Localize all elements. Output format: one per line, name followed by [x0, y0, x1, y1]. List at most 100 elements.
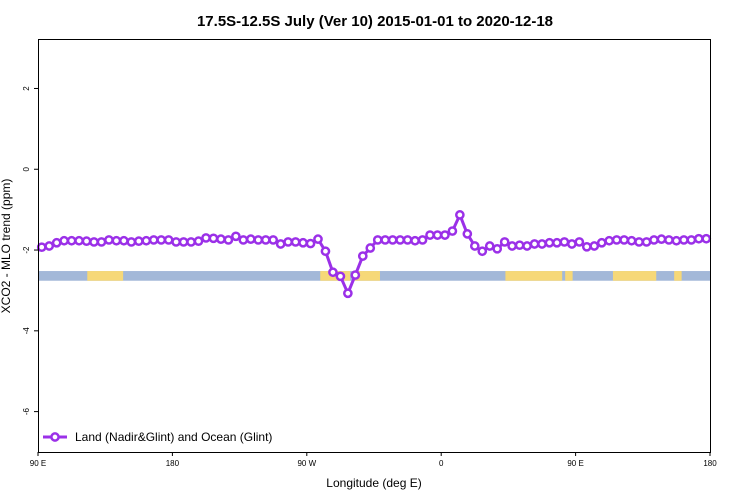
land-span-5: [612, 271, 657, 281]
data-point: [634, 237, 644, 247]
data-point: [619, 235, 629, 245]
x-tick-label: 180: [166, 459, 180, 468]
data-point: [216, 234, 226, 244]
data-point: [701, 233, 712, 244]
data-point: [649, 235, 659, 245]
legend-label: Land (Nadir&Glint) and Ocean (Glint): [75, 430, 272, 444]
data-point: [567, 239, 577, 249]
data-point: [507, 241, 517, 251]
land-span-2: [354, 271, 380, 281]
data-point: [604, 235, 615, 246]
data-point: [402, 235, 413, 245]
data-point: [626, 235, 637, 246]
data-point: [66, 235, 77, 246]
y-tick-label: -2: [22, 246, 31, 254]
data-point: [186, 237, 196, 247]
series-line-0: [41, 213, 707, 295]
data-point: [89, 237, 99, 247]
data-point: [552, 237, 562, 248]
data-point: [395, 235, 405, 245]
data-point: [432, 230, 443, 240]
data-point: [111, 235, 122, 246]
plot-frame: [38, 39, 711, 453]
y-axis-label: XCO2 - MLO trend (ppm): [0, 179, 13, 314]
data-point: [74, 235, 84, 246]
data-point: [328, 267, 338, 278]
data-point: [462, 229, 473, 239]
data-point: [245, 234, 256, 244]
data-point: [208, 233, 219, 244]
data-point: [529, 239, 540, 249]
land-span-6: [674, 271, 682, 281]
data-point: [163, 235, 174, 245]
data-point: [477, 246, 488, 257]
data-point: [96, 237, 107, 247]
x-axis: 90 E 180 90 W 0 90 E 180: [30, 452, 717, 468]
y-axis: 2 0 -2 -4 -6: [22, 86, 38, 415]
data-point: [44, 241, 55, 251]
chart-title: 17.5S-12.5S July (Ver 10) 2015-01-01 to …: [197, 13, 553, 30]
data-series: [36, 210, 712, 299]
data-point: [201, 233, 211, 243]
data-point: [425, 230, 435, 240]
data-point: [656, 234, 667, 244]
data-point: [417, 235, 428, 245]
data-point: [380, 235, 391, 245]
land-span-3: [505, 271, 563, 281]
data-point: [141, 235, 152, 246]
y-tick-label: -6: [22, 408, 31, 416]
data-point: [231, 231, 241, 242]
x-tick-label: 0: [439, 459, 444, 468]
y-tick-label: -4: [22, 327, 31, 335]
data-point: [290, 237, 301, 247]
data-point: [305, 238, 316, 249]
data-point: [440, 230, 450, 240]
data-point: [484, 241, 495, 251]
land-span-0: [87, 271, 124, 281]
data-point: [298, 237, 308, 248]
data-point: [372, 235, 383, 245]
x-tick-label: 180: [703, 459, 717, 468]
data-point: [104, 235, 114, 245]
data-point: [275, 239, 286, 249]
data-point: [81, 236, 92, 247]
data-point: [171, 237, 181, 247]
data-point: [537, 239, 547, 249]
data-point: [335, 271, 346, 282]
data-point: [133, 236, 144, 247]
data-point: [178, 237, 189, 247]
y-tick-label: 2: [22, 86, 31, 91]
data-point: [492, 243, 503, 254]
legend: Land (Nadir&Glint) and Ocean (Glint): [43, 430, 272, 444]
data-point: [447, 226, 458, 236]
data-point: [664, 235, 674, 245]
data-point: [559, 237, 570, 247]
data-point: [387, 235, 398, 245]
data-point: [268, 235, 279, 245]
data-point: [313, 234, 323, 244]
data-point: [693, 233, 704, 244]
land-span-4: [565, 271, 573, 281]
surface-band: [38, 271, 710, 281]
data-point: [522, 241, 532, 251]
x-tick-label: 90 E: [567, 459, 583, 468]
data-point: [499, 237, 510, 247]
data-point: [611, 235, 622, 245]
data-point: [686, 235, 697, 245]
data-point: [596, 237, 607, 248]
data-point: [350, 270, 361, 280]
x-tick-label: 90 E: [30, 459, 46, 468]
x-axis-label: Longitude (deg E): [326, 476, 421, 490]
data-point: [641, 237, 652, 247]
data-point: [544, 237, 555, 248]
x-tick-label: 90 W: [297, 459, 316, 468]
data-point: [36, 242, 47, 253]
data-point: [59, 235, 69, 246]
data-point: [343, 288, 353, 299]
data-point: [589, 241, 600, 251]
data-point: [514, 240, 525, 251]
data-point: [156, 235, 167, 245]
data-point: [574, 237, 585, 247]
data-point: [357, 251, 368, 261]
